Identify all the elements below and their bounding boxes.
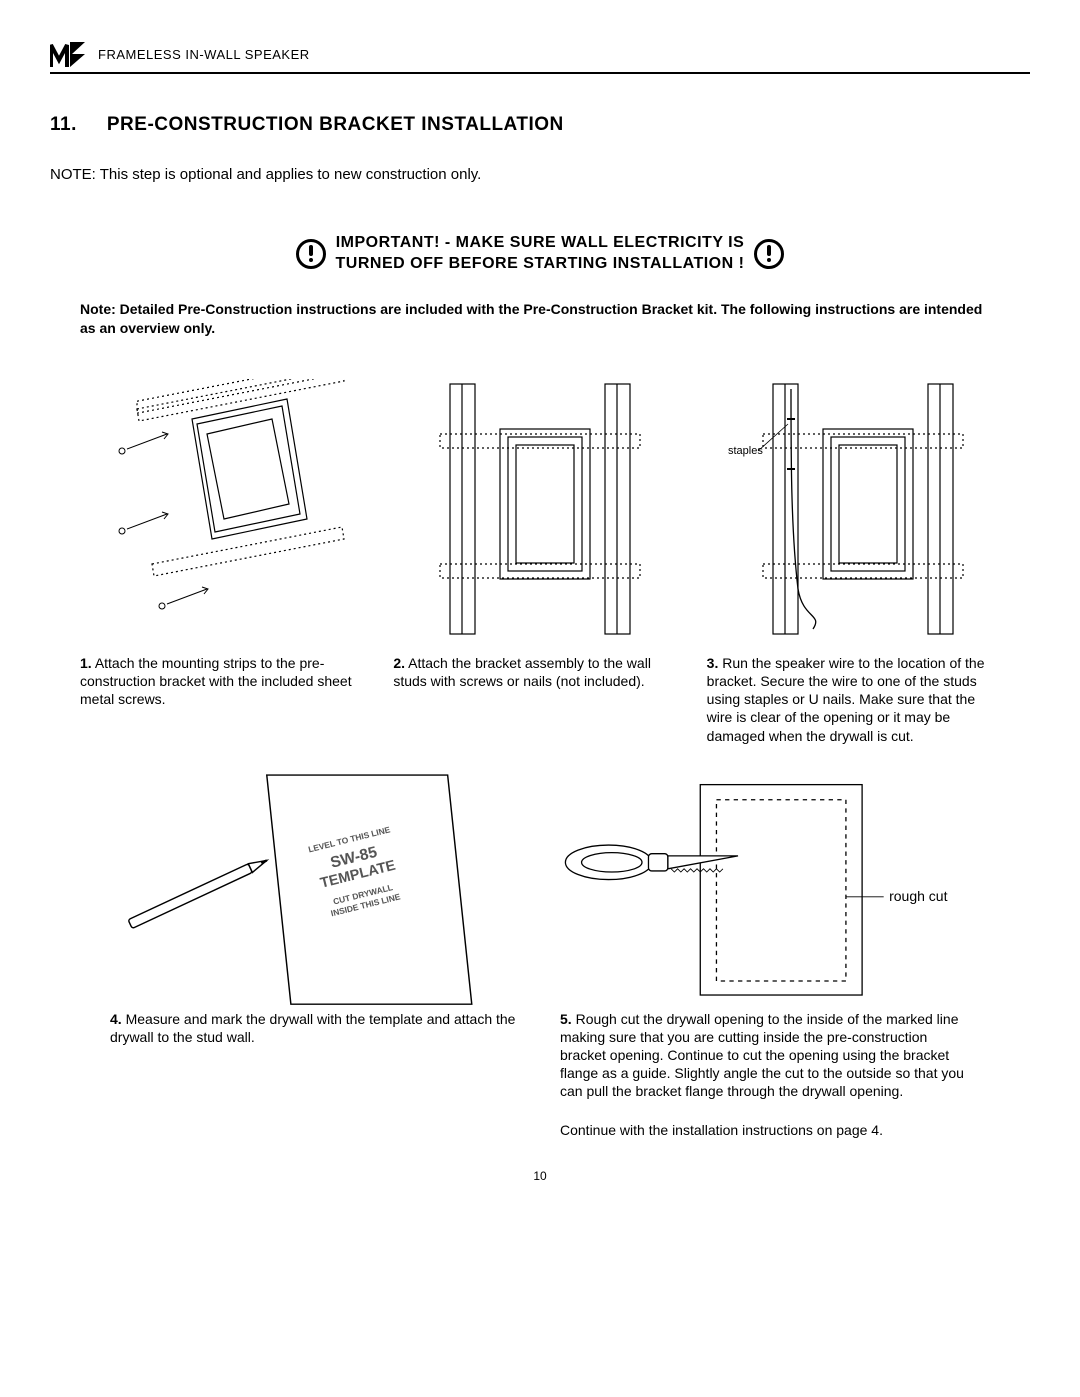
header-product-name: FRAMELESS IN-WALL SPEAKER — [98, 47, 310, 62]
steps-row-bottom: LEVEL TO THIS LINE SW-85 TEMPLATE CUT DR… — [50, 785, 1030, 1139]
intro-note: NOTE: This step is optional and applies … — [50, 166, 1030, 183]
page-number: 10 — [50, 1169, 1030, 1183]
step-2-figure — [393, 379, 686, 639]
step-num: 3. — [707, 655, 719, 671]
step-body: Measure and mark the drywall with the te… — [110, 1011, 515, 1045]
warning-banner: IMPORTANT! - MAKE SURE WALL ELECTRICITY … — [50, 233, 1030, 275]
warning-text: IMPORTANT! - MAKE SURE WALL ELECTRICITY … — [336, 233, 745, 275]
step-3: staples — [707, 379, 1000, 745]
warning-line1: IMPORTANT! - MAKE SURE WALL ELECTRICITY … — [336, 233, 745, 254]
step-2: 2. Attach the bracket assembly to the wa… — [393, 379, 686, 745]
warning-line2: TURNED OFF BEFORE STARTING INSTALLATION … — [336, 254, 745, 275]
section-title: PRE-CONSTRUCTION BRACKET INSTALLATION — [107, 114, 564, 136]
rough-cut-label: rough cut — [889, 889, 948, 905]
step-num: 4. — [110, 1011, 122, 1027]
step-num: 2. — [393, 655, 405, 671]
step-4-text: 4. Measure and mark the drywall with the… — [110, 1010, 520, 1046]
step-num: 1. — [80, 655, 92, 671]
step-body: Rough cut the drywall opening to the ins… — [560, 1011, 964, 1100]
steps-row-top: 1. Attach the mounting strips to the pre… — [50, 379, 1030, 745]
continue-text: Continue with the installation instructi… — [560, 1121, 970, 1139]
step-num: 5. — [560, 1011, 572, 1027]
step-3-figure: staples — [707, 379, 1000, 639]
step-5-figure: rough cut — [560, 785, 970, 995]
brand-logo — [50, 40, 86, 68]
section-heading: 11. PRE-CONSTRUCTION BRACKET INSTALLATIO… — [50, 114, 1030, 136]
step-body: Run the speaker wire to the location of … — [707, 655, 985, 744]
step-2-text: 2. Attach the bracket assembly to the wa… — [393, 654, 686, 690]
overview-note: Note: Detailed Pre-Construction instruct… — [80, 300, 1000, 339]
step-1-text: 1. Attach the mounting strips to the pre… — [80, 654, 373, 709]
step-5: rough cut 5. Rough cut the drywall openi… — [560, 785, 970, 1139]
step-1-figure — [80, 379, 373, 639]
step-4: LEVEL TO THIS LINE SW-85 TEMPLATE CUT DR… — [110, 785, 520, 1139]
step-3-text: 3. Run the speaker wire to the location … — [707, 654, 1000, 745]
step-5-text: 5. Rough cut the drywall opening to the … — [560, 1010, 970, 1101]
header-divider — [50, 72, 1030, 74]
page-header: FRAMELESS IN-WALL SPEAKER — [50, 40, 1030, 68]
step-body: Attach the mounting strips to the pre-co… — [80, 655, 352, 707]
section-number: 11. — [50, 114, 77, 136]
step-body: Attach the bracket assembly to the wall … — [393, 655, 651, 689]
warning-icon — [296, 239, 326, 269]
step-4-figure: LEVEL TO THIS LINE SW-85 TEMPLATE CUT DR… — [110, 785, 520, 995]
step-1: 1. Attach the mounting strips to the pre… — [80, 379, 373, 745]
warning-icon — [754, 239, 784, 269]
